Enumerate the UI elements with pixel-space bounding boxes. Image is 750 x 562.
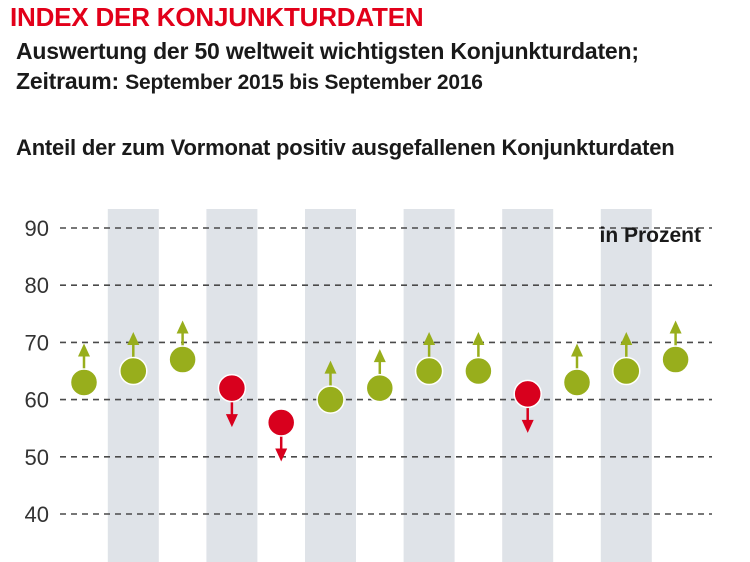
shaded-column: [403, 209, 455, 562]
y-tick-label: 90: [25, 216, 49, 241]
data-point-marker: [661, 345, 690, 374]
data-point-down: [217, 373, 247, 428]
arrow-up-icon: [423, 332, 436, 345]
subtitle-line-2: Zeitraum: September 2015 bis September 2…: [16, 68, 483, 95]
arrow-up-icon: [620, 332, 633, 345]
data-point-marker: [612, 356, 641, 386]
column-shading: [107, 209, 652, 562]
arrow-up-icon: [176, 320, 189, 334]
data-point-marker: [266, 408, 296, 437]
data-point-up: [119, 332, 148, 386]
page-title: INDEX DER KONJUNKTURDATEN: [10, 2, 424, 32]
y-tick-label: 70: [25, 330, 49, 355]
arrow-up-icon: [127, 332, 140, 345]
data-point-up: [562, 343, 592, 397]
arrow-down-icon: [275, 448, 288, 462]
data-point-marker: [168, 345, 197, 374]
data-point-marker: [217, 373, 247, 403]
arrow-up-icon: [324, 360, 337, 374]
y-tick-label: 50: [25, 445, 49, 470]
arrow-up-icon: [571, 343, 583, 357]
data-point-down: [513, 379, 542, 433]
data-point-up: [612, 332, 641, 386]
subtitle-line-1: Auswertung der 50 weltweit wichtigsten K…: [16, 38, 639, 64]
data-point-marker: [365, 373, 395, 403]
arrow-down-icon: [521, 419, 534, 433]
y-tick-label: 80: [25, 273, 49, 298]
unit-label: in Prozent: [599, 224, 701, 247]
data-point-marker: [414, 356, 444, 386]
data-point-up: [365, 349, 395, 403]
data-point-up: [316, 360, 345, 414]
data-point-up: [168, 320, 197, 374]
data-point-up: [414, 332, 444, 386]
data-point-marker: [562, 368, 592, 397]
y-axis-ticks: 40 50 60 70 80 90: [25, 216, 49, 527]
arrow-up-icon: [373, 349, 386, 363]
period-value: September 2015 bis September 2016: [125, 71, 483, 94]
data-point-marker: [464, 356, 493, 386]
arrow-down-icon: [225, 414, 238, 428]
shaded-column: [600, 209, 652, 562]
data-point-marker: [69, 368, 99, 397]
data-point-up: [69, 343, 99, 397]
data-point-up: [464, 332, 493, 386]
data-point-marker: [316, 385, 345, 414]
arrow-up-icon: [669, 320, 682, 334]
arrow-up-icon: [78, 343, 90, 357]
data-point-marker: [513, 379, 542, 409]
gridlines: [60, 227, 712, 515]
data-points: [69, 320, 690, 462]
arrow-up-icon: [472, 332, 485, 345]
period-label: Zeitraum:: [16, 68, 119, 94]
chart-title: Anteil der zum Vormonat positiv ausgefal…: [16, 135, 675, 160]
shaded-column: [107, 209, 159, 562]
data-point-down: [266, 408, 296, 462]
y-tick-label: 60: [25, 388, 49, 413]
y-tick-label: 40: [25, 502, 49, 527]
data-point-up: [661, 320, 690, 374]
data-point-marker: [119, 356, 148, 386]
